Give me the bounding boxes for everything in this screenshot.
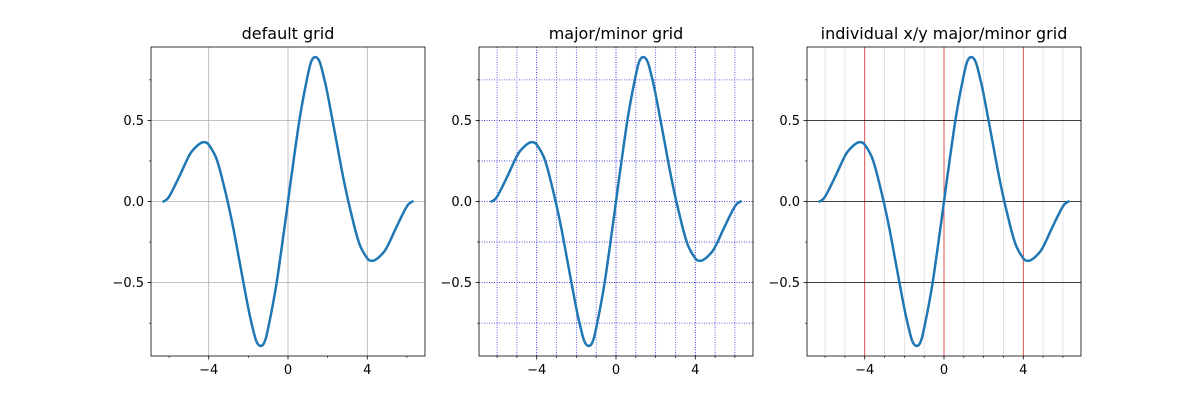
x-tick-label: −4 (855, 363, 874, 378)
x-tick-label: −4 (199, 363, 218, 378)
y-tick-label: 0.5 (779, 114, 800, 129)
y-tick-label: −0.5 (440, 276, 472, 291)
chart-title: individual x/y major/minor grid (821, 24, 1068, 43)
x-tick-label: 4 (691, 363, 699, 378)
chart-title: major/minor grid (549, 24, 684, 43)
y-tick-label: 0.5 (451, 114, 472, 129)
series-line (818, 55, 1070, 348)
x-tick-label: −4 (527, 363, 546, 378)
panel-1: −4 0 4 −0.5 0.0 0.5 default grid (112, 24, 426, 378)
x-tick-label: 4 (363, 363, 371, 378)
y-tick-label: −0.5 (112, 276, 144, 291)
series-line (490, 55, 742, 348)
panel-3: −4 0 4 −0.5 0.0 0.5 individual x/y major/minor… (768, 24, 1082, 378)
y-tick-label: 0.0 (123, 195, 144, 210)
y-tick-label: 0.0 (779, 195, 800, 210)
x-tick-label: 0 (612, 363, 620, 378)
series-line (162, 55, 414, 348)
x-tick-label: 0 (284, 363, 292, 378)
x-tick-label: 4 (1019, 363, 1027, 378)
y-tick-label: −0.5 (768, 276, 800, 291)
y-tick-label: 0.0 (451, 195, 472, 210)
panel-2: −4 0 4 −0.5 0.0 0.5 major/minor grid (440, 24, 754, 378)
chart-title: default grid (242, 24, 335, 43)
y-tick-label: 0.5 (123, 114, 144, 129)
x-tick-label: 0 (940, 363, 948, 378)
